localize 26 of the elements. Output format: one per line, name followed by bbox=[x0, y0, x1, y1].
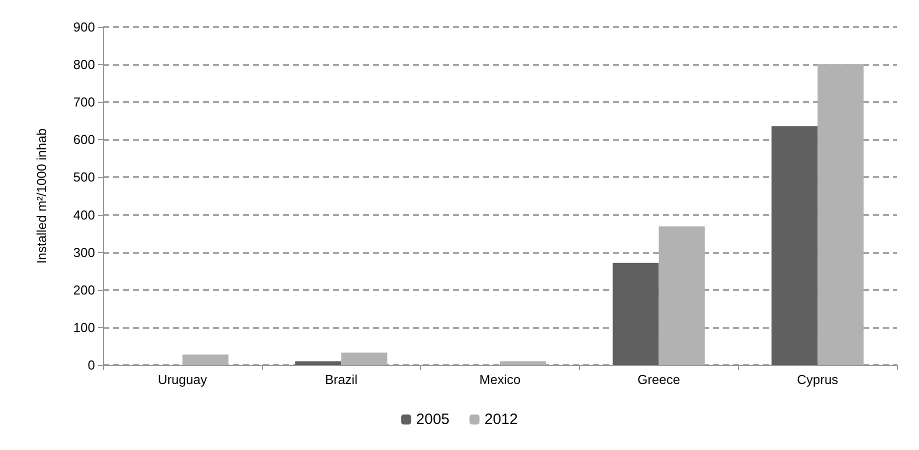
y-tick-label: 400 bbox=[73, 207, 95, 222]
bar bbox=[772, 126, 818, 365]
y-tick-label: 500 bbox=[73, 170, 95, 185]
y-tick-label: 700 bbox=[73, 94, 95, 110]
bar bbox=[295, 361, 342, 365]
y-tick-label: 600 bbox=[73, 132, 95, 148]
bar bbox=[612, 262, 659, 365]
x-tick-label: Brazil bbox=[324, 372, 358, 387]
legend-label: 2012 bbox=[484, 411, 518, 428]
bar bbox=[341, 352, 388, 365]
bar bbox=[818, 64, 864, 365]
legend-label: 2005 bbox=[416, 411, 450, 428]
x-tick-label: Mexico bbox=[479, 372, 521, 387]
y-axis-title: Installed m²/1000 inhab bbox=[34, 128, 49, 264]
bar bbox=[658, 226, 705, 365]
x-tick-label: Cyprus bbox=[797, 372, 839, 387]
x-tick-label: Uruguay bbox=[158, 372, 208, 387]
y-tick-label: 900 bbox=[73, 20, 95, 34]
y-tick-label: 300 bbox=[73, 244, 95, 260]
y-tick-label: 0 bbox=[88, 358, 95, 372]
bar bbox=[500, 361, 546, 365]
y-tick-label: 200 bbox=[73, 282, 95, 298]
y-tick-label: 100 bbox=[73, 320, 95, 335]
x-tick-label: Greece bbox=[637, 372, 680, 387]
y-tick-label: 800 bbox=[73, 57, 95, 72]
bar bbox=[182, 354, 228, 365]
